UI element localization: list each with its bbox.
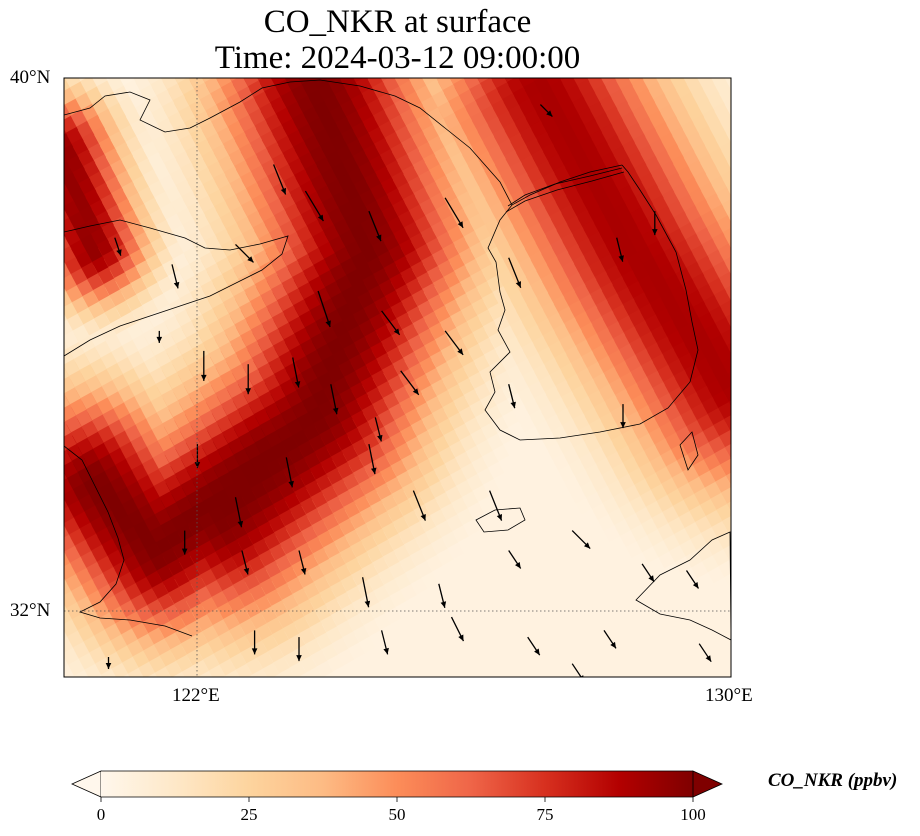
chart-subtitle: Time: 2024-03-12 09:00:00 <box>214 40 581 76</box>
colorbar-tick-label: 25 <box>240 805 258 824</box>
colorbar-tick-label: 50 <box>388 805 406 824</box>
colorbar-extend-low <box>71 770 102 798</box>
colorbar-label: CO_NKR (ppbv) <box>768 770 898 791</box>
colorbar-tick-label: 75 <box>536 805 554 824</box>
colorbar-tick-label: 100 <box>680 805 706 824</box>
colorbar-gradient <box>101 771 693 797</box>
chart-title: CO_NKR at surface <box>263 4 532 40</box>
colorbar-tick-label: 0 <box>96 805 106 824</box>
colorbar-ticks <box>100 797 694 802</box>
co-concentration-field <box>64 78 731 677</box>
colorbar-extend-high <box>692 770 723 798</box>
